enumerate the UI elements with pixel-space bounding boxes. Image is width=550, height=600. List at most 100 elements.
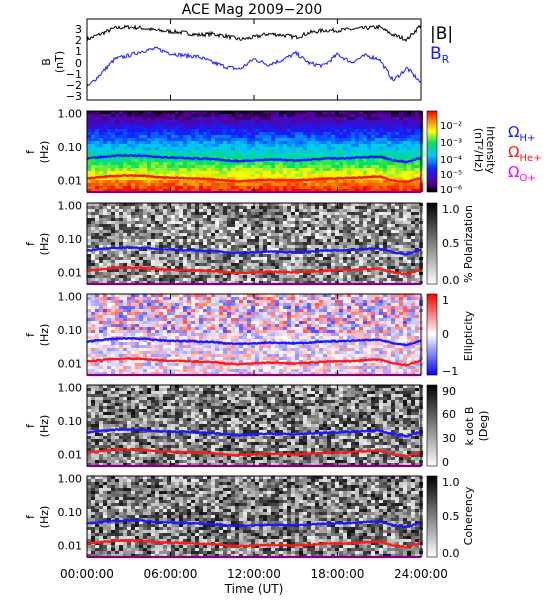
legend-he-plus: ΩHe+ bbox=[508, 143, 542, 164]
legend-he-plus-label: Ω bbox=[508, 143, 519, 161]
legend-btotal-label: |B| bbox=[430, 24, 453, 44]
colorbar-tick: 10⁻⁶ bbox=[440, 185, 462, 196]
legend-o-plus-sub: O+ bbox=[519, 173, 535, 184]
coherency-colorbar-ticks: 1.0 0.5 0.0 bbox=[442, 476, 460, 560]
ellipticity-spectrogram bbox=[87, 294, 423, 375]
xtick-label: 00:00:00 bbox=[60, 567, 114, 581]
ytick-label: 0.01 bbox=[58, 174, 83, 187]
spectrogram-ylabel: f bbox=[24, 149, 37, 154]
ytick-label: −1 bbox=[66, 68, 82, 81]
kdotb-colorbar-label: k dot B bbox=[463, 407, 476, 446]
legend-h-plus-label: Ω bbox=[508, 123, 519, 141]
coherency-colorbar bbox=[426, 475, 438, 558]
colorbar-tick: 0.0 bbox=[442, 547, 460, 560]
cyclotron-line-he-plus bbox=[86, 173, 422, 184]
cyclotron-line-he-plus bbox=[86, 356, 422, 367]
polarization-colorbar-label: % Polarization bbox=[462, 205, 475, 283]
spectrogram-yunit: (Hz) bbox=[38, 141, 51, 164]
legend-h-plus-sub: H+ bbox=[519, 133, 535, 144]
ytick-label: 0.01 bbox=[58, 448, 83, 461]
ytick-label: 1 bbox=[75, 45, 82, 58]
ytick-label: 0.10 bbox=[58, 324, 83, 337]
cyclotron-line-h-plus bbox=[86, 336, 422, 347]
legend-he-plus-sub: He+ bbox=[519, 153, 541, 164]
xtick-label: 06:00:00 bbox=[144, 567, 198, 581]
spectrogram-yunit: (Hz) bbox=[38, 415, 51, 438]
legend-o-plus-label: Ω bbox=[508, 163, 519, 181]
ellipticity-colorbar bbox=[426, 293, 438, 376]
intensity-panel: 10⁻² 10⁻³ 10⁻⁴ 10⁻⁵ 10⁻⁶ Intensity (nT²/… bbox=[86, 110, 542, 196]
cyclotron-line-he-plus bbox=[86, 538, 422, 549]
legend-br: BR bbox=[430, 44, 450, 66]
ellipticity-panel: 1 0 −1 Ellipticity bbox=[86, 293, 475, 378]
colorbar-tick: 1.0 bbox=[442, 203, 460, 216]
series-line-br bbox=[86, 46, 422, 87]
colorbar-tick: 1 bbox=[442, 294, 449, 307]
ytick-label: 0.10 bbox=[58, 415, 83, 428]
ytick-label: 1.00 bbox=[58, 473, 83, 486]
field-frame bbox=[86, 18, 422, 101]
polarization-colorbar-ticks: 1.0 0.5 0.0 bbox=[442, 203, 460, 287]
colorbar-tick: 0.5 bbox=[442, 510, 460, 523]
ellipticity-colorbar-label: Ellipticity bbox=[462, 310, 475, 361]
cyclotron-line-he-plus bbox=[86, 447, 422, 459]
xtick-label: 24:00:00 bbox=[394, 567, 448, 581]
intensity-spectrogram bbox=[87, 111, 423, 192]
colorbar-tick: 10⁻² bbox=[440, 121, 462, 132]
coherency-panel: 1.0 0.5 0.0 Coherency bbox=[86, 475, 475, 560]
legend-br-label: B bbox=[430, 44, 442, 64]
ellipticity-colorbar-ticks: 1 0 −1 bbox=[442, 294, 458, 378]
colorbar-tick: 10⁻⁵ bbox=[440, 170, 462, 181]
ytick-label: 0.10 bbox=[58, 233, 83, 246]
legend-btotal: |B| bbox=[430, 24, 453, 44]
kdotb-colorbar-unit: (Deg) bbox=[477, 411, 490, 442]
ytick-label: 0.10 bbox=[58, 506, 83, 519]
field-panel: 3 2 1 0 −1 −2 −3 B (nT) |B| BR bbox=[40, 18, 453, 103]
ytick-label: −3 bbox=[66, 90, 82, 103]
spectrogram-yunit: (Hz) bbox=[38, 506, 51, 529]
colorbar-tick: 10⁻³ bbox=[440, 138, 462, 149]
series-line-btotal bbox=[86, 24, 422, 43]
coherency-spectrogram bbox=[87, 476, 423, 557]
colorbar-tick: 0 bbox=[442, 456, 449, 469]
spectrogram-ylabel: f bbox=[24, 241, 37, 246]
ytick-label: 0.01 bbox=[58, 539, 83, 552]
legend-o-plus: ΩO+ bbox=[508, 163, 536, 184]
spectrogram-ylabel: f bbox=[24, 514, 37, 519]
coherency-colorbar-label: Coherency bbox=[462, 486, 475, 545]
polarization-colorbar bbox=[426, 202, 438, 285]
polarization-panel: 1.0 0.5 0.0 % Polarization bbox=[86, 202, 475, 287]
figure-title: ACE Mag 2009−200 bbox=[182, 2, 322, 18]
kdotb-colorbar bbox=[426, 384, 438, 467]
spectrogram-ylabel: f bbox=[24, 423, 37, 428]
ytick-label: −2 bbox=[66, 79, 82, 92]
ytick-label: 1.00 bbox=[58, 382, 83, 395]
ytick-label: 1.00 bbox=[58, 291, 83, 304]
ytick-label: 0.01 bbox=[58, 357, 83, 370]
colorbar-tick: 1.0 bbox=[442, 476, 460, 489]
colorbar-tick: 60 bbox=[442, 408, 456, 421]
colorbar-tick: 10⁻⁴ bbox=[440, 155, 462, 166]
ytick-label: 0.01 bbox=[58, 266, 83, 279]
legend-h-plus: ΩH+ bbox=[508, 123, 535, 144]
x-axis-label: Time (UT) bbox=[224, 582, 284, 596]
cyclotron-line-he-plus bbox=[86, 265, 422, 276]
ytick-label: 2 bbox=[75, 34, 82, 47]
colorbar-tick: 0 bbox=[442, 328, 449, 341]
ytick-label: 3 bbox=[75, 23, 82, 36]
colorbar-tick: 90 bbox=[442, 385, 456, 398]
ytick-label: 1.00 bbox=[58, 200, 83, 213]
colorbar-tick: 30 bbox=[442, 432, 456, 445]
xtick-label: 18:00:00 bbox=[311, 567, 365, 581]
cyclotron-line-h-plus bbox=[86, 245, 422, 256]
colorbar-tick: −1 bbox=[442, 365, 458, 378]
spectrogram-ylabel: f bbox=[24, 332, 37, 337]
intensity-colorbar-label: Intensity bbox=[484, 126, 497, 174]
colorbar-tick: 0.5 bbox=[442, 237, 460, 250]
x-axis: 00:00:00 06:00:00 12:00:00 18:00:00 24:0… bbox=[60, 19, 448, 581]
cyclotron-line-h-plus bbox=[86, 427, 422, 438]
ytick-label: 0 bbox=[75, 57, 82, 70]
field-ylabel: B bbox=[40, 58, 53, 66]
cyclotron-line-h-plus bbox=[86, 153, 421, 164]
intensity-colorbar-ticks: 10⁻² 10⁻³ 10⁻⁴ 10⁻⁵ 10⁻⁶ bbox=[440, 121, 462, 196]
